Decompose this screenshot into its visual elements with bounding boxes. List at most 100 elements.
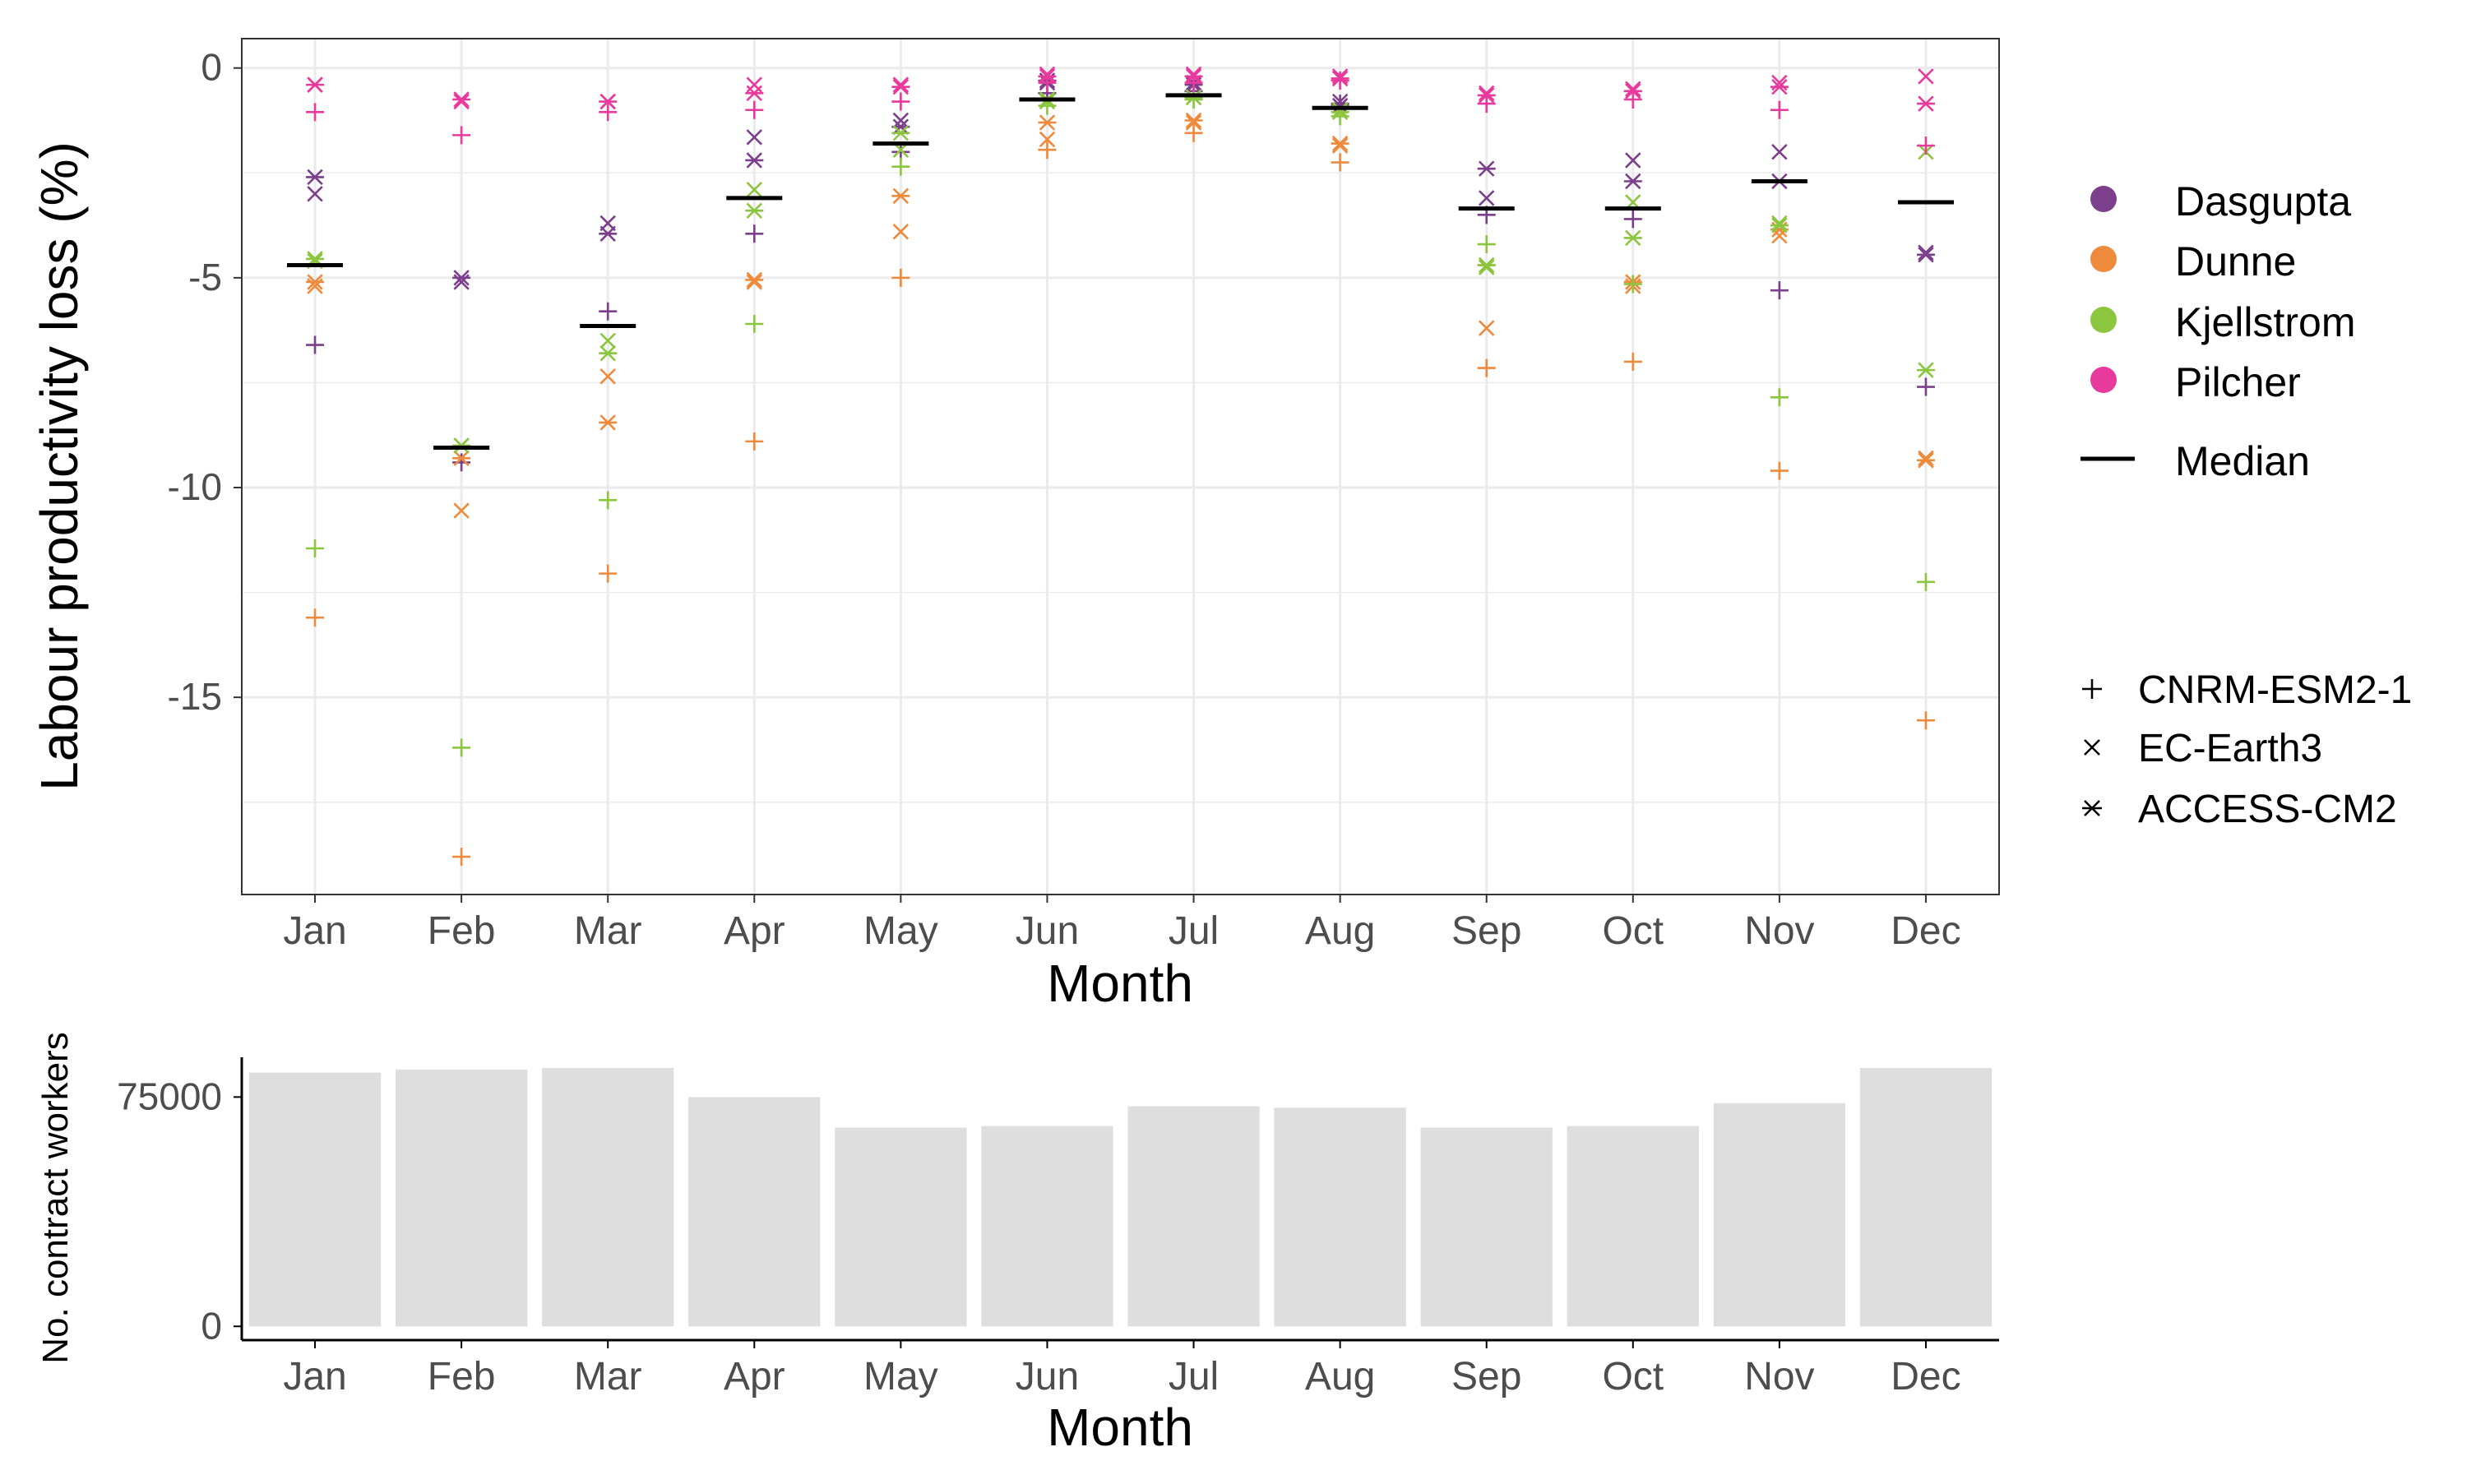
point-pilcher-cross (1918, 68, 1934, 85)
point-pilcher-asterisk (1623, 83, 1642, 99)
x-tick-label: Jul (1169, 909, 1219, 953)
legend-label-cnrm: CNRM-ESM2-1 (2138, 668, 2412, 712)
bar-x-tick-label: Feb (428, 1355, 496, 1398)
point-pilcher-asterisk (306, 76, 325, 93)
point-dasgupta-cross (1771, 144, 1788, 160)
bar-y-axis-title: No. contract workers (35, 1032, 76, 1363)
point-dunne-plus (1916, 711, 1935, 730)
legend-marker-dunne (2090, 246, 2117, 272)
point-kjellstrom-asterisk (1916, 362, 1935, 378)
bar-y-tick-label: 0 (201, 1304, 222, 1347)
point-dasgupta-cross (307, 186, 323, 202)
point-kjellstrom-cross (746, 181, 763, 198)
legend-model-ecearth: EC-Earth3 (2084, 727, 2322, 770)
point-dunne-cross (892, 224, 910, 240)
point-dunne-cross (1185, 114, 1202, 131)
point-pilcher-asterisk (745, 85, 764, 102)
point-pilcher-plus (1770, 100, 1789, 119)
x-tick-label: Nov (1744, 909, 1814, 953)
point-pilcher-asterisk (1038, 68, 1057, 85)
plot-area-border (241, 38, 2000, 895)
bar-x-tick-label: Jun (1016, 1355, 1079, 1398)
x-tick-label: Apr (724, 909, 785, 953)
legend-model-cnrm: CNRM-ESM2-1 (2082, 668, 2412, 712)
legend-cross-marker (2084, 739, 2100, 756)
x-tick-label: Jun (1016, 909, 1079, 953)
point-dunne-plus (1331, 153, 1349, 172)
legend-label-pilcher: Pilcher (2175, 359, 2301, 405)
point-kjellstrom-cross (599, 332, 616, 349)
legend-model-access: ACCESS-CM2 (2082, 788, 2397, 831)
bar-may (835, 1127, 967, 1327)
point-pilcher-cross (1478, 85, 1495, 102)
point-dasgupta-plus (1770, 281, 1789, 300)
point-dunne-asterisk (599, 414, 618, 431)
point-dunne-asterisk (891, 187, 910, 205)
point-pilcher-asterisk (1184, 68, 1203, 85)
point-pilcher-cross (1185, 66, 1202, 83)
point-kjellstrom-asterisk (1184, 89, 1203, 106)
point-pilcher-asterisk (1331, 70, 1349, 87)
point-dunne-cross (599, 368, 616, 385)
point-dasgupta-cross (892, 112, 910, 129)
bar-y-axis-ticks: 0 75000 (117, 1075, 242, 1347)
point-dunne-plus (1038, 141, 1057, 159)
point-kjellstrom-asterisk (1623, 229, 1642, 247)
point-dunne-asterisk (745, 271, 764, 289)
legend-marker-pilcher (2090, 367, 2117, 393)
point-dunne-plus (1623, 352, 1642, 371)
point-kjellstrom-cross (1039, 93, 1056, 110)
legend-median-label: Median (2175, 438, 2310, 484)
point-pilcher-cross (1625, 81, 1641, 97)
legend-label-dunne: Dunne (2175, 238, 2296, 284)
point-kjellstrom-plus (745, 315, 764, 333)
legend-median: Median (2081, 438, 2310, 484)
point-pilcher-asterisk (452, 91, 471, 108)
point-dunne-plus (1477, 358, 1496, 377)
point-dasgupta-asterisk (306, 169, 325, 186)
legend-method-pilcher: Pilcher (2090, 359, 2301, 405)
bar-mar (542, 1068, 674, 1327)
x-tick-label: Aug (1305, 909, 1375, 953)
point-dasgupta-cross (1478, 190, 1495, 206)
legend-marker-dasgupta (2090, 186, 2117, 212)
point-kjellstrom-plus (1623, 275, 1642, 294)
point-pilcher-cross (1039, 66, 1056, 83)
x-axis-ticks: Jan Feb Mar Apr May Jun Jul Aug Sep Oct Nov Dec (283, 895, 1961, 953)
x-tick-label: Jan (283, 909, 346, 953)
point-pilcher-plus (891, 92, 910, 111)
contract-workers-panel: 0 75000 Jan Feb Mar Apr May Jun Jul Aug Sep Oct Nov… (35, 1032, 1999, 1457)
point-pilcher-plus (1916, 136, 1935, 155)
point-pilcher-asterisk (1770, 78, 1789, 95)
bar-jan (248, 1072, 382, 1327)
point-pilcher-plus (452, 126, 471, 145)
legend-method-dunne: Dunne (2090, 238, 2296, 284)
point-dunne-asterisk (1916, 452, 1935, 469)
point-kjellstrom-asterisk (1477, 257, 1496, 274)
legend-label-kjellstrom: Kjellstrom (2175, 299, 2355, 345)
point-dunne-cross (1478, 320, 1495, 336)
point-kjellstrom-asterisk (452, 437, 471, 454)
bar-feb (395, 1069, 528, 1327)
point-dunne-cross (1039, 131, 1056, 148)
y-axis-title: Labour productivity loss (%) (30, 141, 89, 791)
point-kjellstrom-plus (1477, 235, 1496, 254)
point-dunne-cross (746, 274, 763, 290)
point-dasgupta-asterisk (1623, 173, 1642, 190)
point-dunne-asterisk (1184, 112, 1203, 129)
bar-aug (1274, 1107, 1406, 1327)
point-pilcher-plus (1623, 90, 1642, 109)
point-dunne-plus (891, 268, 910, 287)
point-dasgupta-cross (1625, 152, 1641, 169)
point-dasgupta-plus (745, 224, 764, 243)
bar-x-tick-label: Oct (1602, 1355, 1664, 1398)
point-dunne-plus (1184, 123, 1203, 142)
y-axis-ticks: 0 -5 -10 -15 (168, 46, 242, 718)
point-dasgupta-asterisk (599, 225, 618, 243)
point-pilcher-plus (306, 103, 325, 122)
point-pilcher-asterisk (599, 93, 618, 110)
bar-x-axis-title: Month (1047, 1398, 1193, 1457)
bar-x-tick-label: Apr (724, 1355, 785, 1398)
bar-jul (1127, 1106, 1260, 1327)
point-dunne-plus (452, 848, 471, 867)
